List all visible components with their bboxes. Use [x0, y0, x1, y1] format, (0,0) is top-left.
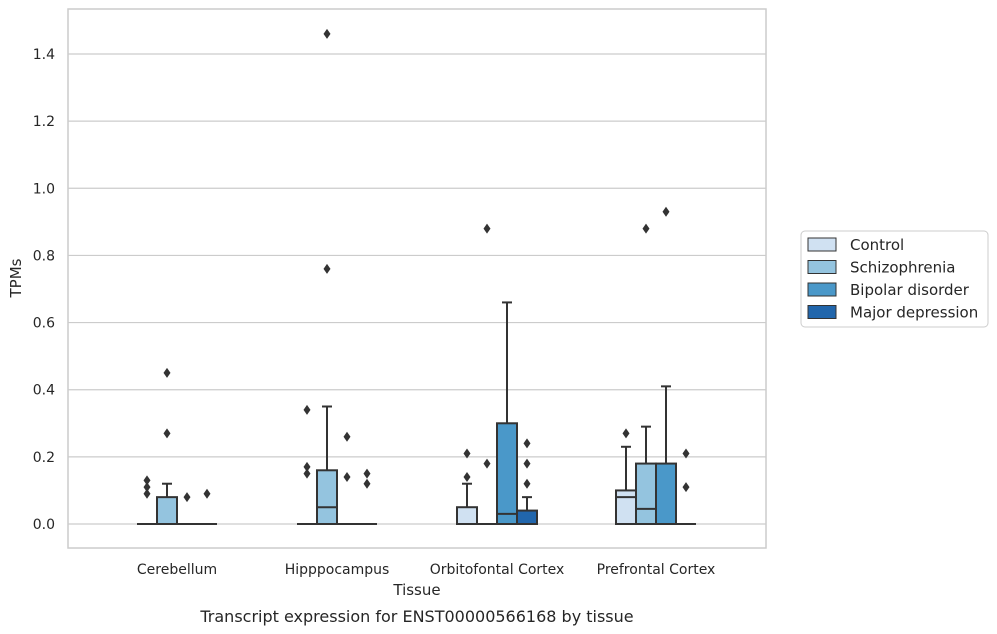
x-tick-label: Cerebellum — [137, 562, 217, 578]
outlier-point — [163, 428, 171, 439]
y-axis-label: TPMs — [7, 258, 25, 298]
outlier-point — [523, 438, 531, 449]
y-tick-label: 0.2 — [33, 450, 55, 466]
outlier-point — [682, 448, 690, 459]
y-tick-label: 0.4 — [33, 383, 55, 399]
legend-label: Schizophrenia — [850, 259, 955, 277]
y-tick-label: 1.0 — [33, 181, 55, 197]
box — [496, 422, 518, 525]
box-schizophrenia — [156, 367, 178, 525]
legend-swatch — [807, 282, 837, 297]
legend-label: Major depression — [850, 304, 978, 322]
outlier-point — [163, 367, 171, 378]
outlier-point — [363, 468, 371, 479]
box-major-depression — [357, 468, 377, 525]
y-tick-label: 0.0 — [33, 517, 55, 533]
box-groups — [137, 28, 696, 526]
legend-frame — [800, 230, 989, 328]
outlier-point — [622, 428, 630, 439]
y-tick-label: 1.2 — [33, 114, 55, 130]
x-tick-label: Orbitofontal Cortex — [430, 562, 565, 578]
box-major-depression — [197, 488, 217, 525]
x-tick-labels: Cerebellum Hipppocampus Orbitofontal Corte… — [137, 562, 715, 578]
outlier-point — [463, 448, 471, 459]
outlier-point — [682, 482, 690, 493]
box-major-depression — [676, 448, 696, 525]
outlier-point — [323, 263, 331, 274]
box-schizophrenia — [477, 223, 497, 525]
outlier-point — [143, 488, 151, 499]
x-tick-label: Prefrontal Cortex — [597, 562, 716, 578]
y-tick-labels: 0.0 0.2 0.4 0.6 0.8 1.0 1.2 1.4 — [33, 47, 55, 533]
box-control — [456, 448, 478, 526]
outlier-point — [203, 488, 211, 499]
outlier-point — [343, 472, 351, 482]
outlier-point — [143, 482, 151, 493]
box-bipolar-disorder — [337, 431, 357, 525]
outlier-point — [303, 461, 311, 472]
box — [655, 462, 677, 526]
legend-swatch — [807, 237, 837, 252]
outlier-point — [523, 458, 531, 469]
y-tick-label: 0.8 — [33, 248, 55, 264]
box-control — [297, 404, 317, 525]
legend-swatch — [807, 305, 837, 319]
outlier-point — [343, 431, 351, 442]
outlier-point — [483, 223, 491, 234]
x-axis-label: Tissue — [392, 581, 440, 599]
box-bipolar-disorder — [177, 492, 197, 525]
box — [316, 469, 338, 525]
legend-label: Bipolar disorder — [850, 281, 970, 299]
legend-label: Control — [850, 236, 904, 254]
y-tick-label: 1.4 — [33, 47, 55, 63]
box — [156, 496, 178, 525]
box-major-depression — [516, 438, 538, 526]
box — [516, 509, 538, 526]
box — [456, 506, 478, 526]
legend: Control Schizophrenia Bipolar disorder Majo… — [800, 230, 989, 328]
outlier-point — [323, 28, 331, 39]
box — [615, 489, 637, 525]
outlier-point — [143, 475, 151, 486]
outlier-point — [463, 472, 471, 482]
outlier-point — [363, 478, 371, 489]
box-control — [137, 475, 157, 525]
box-schizophrenia — [316, 28, 338, 525]
plot-frame — [67, 8, 767, 549]
x-tick-label: Hipppocampus — [285, 562, 390, 578]
outlier-point — [183, 492, 191, 503]
gridlines — [68, 53, 766, 525]
outlier-point — [303, 404, 311, 415]
box-control — [615, 428, 637, 525]
y-tick-label: 0.6 — [33, 316, 55, 332]
outlier-point — [642, 223, 650, 234]
outlier-point — [523, 478, 531, 489]
chart-caption: Transcript expression for ENST0000056616… — [199, 607, 633, 626]
box-bipolar-disorder — [496, 301, 518, 525]
box-bipolar-disorder — [655, 206, 677, 526]
outlier-point — [303, 468, 311, 479]
legend-swatch — [807, 260, 837, 274]
box-schizophrenia — [635, 223, 657, 526]
outlier-point — [662, 206, 670, 217]
outlier-point — [483, 458, 491, 469]
box — [635, 462, 657, 526]
